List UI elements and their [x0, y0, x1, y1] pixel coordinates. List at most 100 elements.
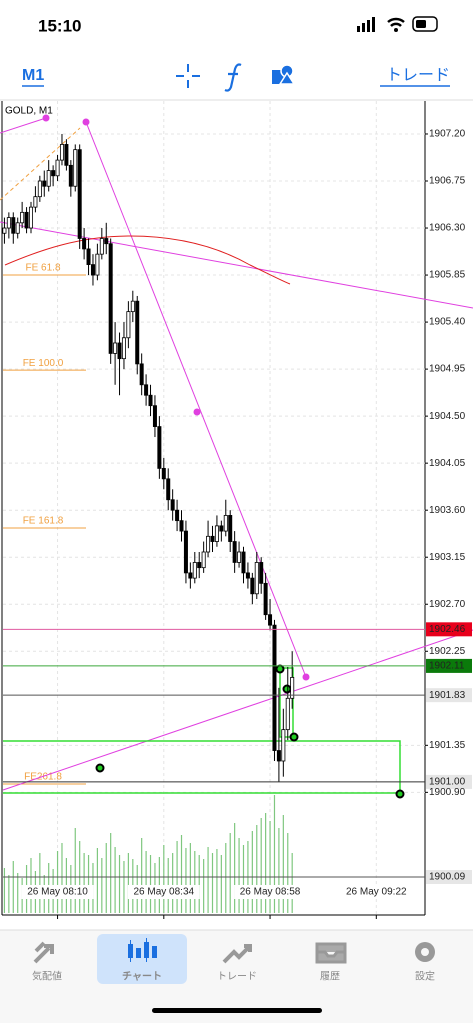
fibo-label: FE 61.8: [25, 263, 60, 274]
y-tick-label: 1902.70: [429, 599, 466, 610]
x-tick-label-bg: [234, 885, 307, 899]
y-tick-label: 1906.30: [429, 223, 466, 234]
fibo-label: FE261.8: [24, 772, 62, 783]
candle-body: [46, 170, 51, 187]
y-tick-label: 1904.95: [429, 364, 466, 375]
y-tick-label: 1905.40: [429, 317, 466, 328]
candle-body: [237, 551, 242, 563]
home-indicator: [152, 1008, 322, 1013]
candle-body: [179, 520, 184, 532]
tab-label[interactable]: チャート: [122, 971, 162, 983]
candle-body: [77, 149, 82, 239]
x-tick-label-bg: [340, 885, 413, 899]
fibo-label: FE 161.8: [23, 516, 64, 527]
candle-body: [250, 577, 255, 595]
tab-bar: [0, 930, 473, 1023]
candle-body: [121, 337, 126, 360]
candle-body: [183, 530, 188, 574]
candle-body: [201, 551, 206, 569]
candle-body: [197, 562, 202, 569]
price-level-label-bg: [426, 622, 472, 637]
candle-body: [276, 750, 281, 762]
price-levels: 1902.46 1902.11 1901.83 1901.00 1900.09: [3, 622, 472, 884]
candle-body: [86, 248, 91, 266]
candle-body: [166, 478, 171, 501]
candle-body: [28, 206, 33, 229]
candle-body: [11, 217, 16, 234]
candle-body: [152, 405, 157, 427]
price-level-label: 1902.11: [429, 661, 465, 672]
candle-body: [113, 342, 118, 354]
status-time: 15:10: [38, 16, 81, 35]
objects-button[interactable]: [272, 64, 296, 85]
toolbar: M1 トレード: [0, 63, 473, 101]
candle-body: [192, 562, 197, 579]
y-tick-label: 1906.75: [429, 176, 466, 187]
price-level-label-bg: [426, 774, 472, 789]
candle-body: [214, 525, 219, 542]
candle-body: [210, 535, 215, 542]
tab-label[interactable]: 履歴: [320, 971, 340, 983]
candle-body: [82, 238, 87, 250]
candle-body: [51, 170, 56, 177]
candle-body: [206, 535, 211, 553]
tab-label[interactable]: 設定: [415, 971, 435, 983]
tab-label[interactable]: トレード: [217, 972, 257, 983]
candle-body: [130, 300, 135, 313]
tabs: 気配値 チャート トレード 履歴 設定: [32, 970, 435, 983]
candle-body: [24, 211, 29, 229]
candle-body: [170, 499, 175, 511]
crosshair-button[interactable]: [176, 64, 200, 88]
y-tick-label: 1903.60: [429, 505, 466, 516]
candle-body: [272, 624, 277, 751]
axes: 1907.20 1906.75 1906.30 1905.85 1905.40 1904.…: [21, 129, 466, 919]
candle-body: [73, 149, 78, 187]
candles: [2, 133, 295, 782]
candle-body: [15, 222, 20, 234]
price-level-label: 1901.83: [429, 690, 466, 701]
candle-body: [228, 515, 233, 542]
candle-body: [188, 572, 193, 579]
tab-icons: [33, 938, 435, 964]
candle-body: [42, 180, 47, 187]
y-tick-label: 1901.35: [429, 740, 466, 751]
x-tick-label-bg: [127, 885, 200, 899]
price-level-label-bg: [426, 658, 472, 673]
candle-body: [59, 144, 64, 161]
candle-body: [139, 363, 144, 386]
trade-button[interactable]: トレード: [386, 67, 450, 84]
price-level-label: 1900.09: [429, 872, 466, 883]
candle-body: [290, 676, 295, 699]
candle-body: [104, 238, 109, 245]
candle-body: [2, 227, 7, 234]
x-tick-label: 26 May 09:22: [346, 887, 407, 898]
x-tick-label: 26 May 08:10: [27, 887, 88, 898]
candle-body: [6, 217, 11, 229]
price-level-label-bg: [426, 688, 472, 703]
candle-body: [126, 311, 131, 339]
candle-body: [281, 729, 286, 762]
status-icons: [357, 16, 438, 32]
candle-body: [108, 243, 113, 354]
candle-body: [161, 467, 166, 480]
candle-body: [232, 541, 237, 563]
candle-body: [268, 614, 273, 626]
x-tick-label-bg: [21, 885, 94, 899]
candle-body: [33, 196, 38, 208]
y-tick-label: 1907.20: [429, 129, 466, 140]
x-tick-label: 26 May 08:58: [240, 887, 301, 898]
price-level-label: 1901.00: [429, 777, 466, 788]
candle-body: [90, 264, 95, 276]
fibonacci: FE 61.8 FE 100.0 FE 161.8 FE261.8: [3, 263, 86, 785]
candle-body: [223, 515, 228, 532]
tab-selected-bg: [97, 934, 187, 984]
candle-body: [20, 211, 25, 224]
y-tick-label: 1900.90: [429, 787, 466, 798]
candle-body: [95, 253, 100, 276]
tab-label[interactable]: 気配値: [32, 970, 62, 983]
y-tick-label: 1904.50: [429, 411, 466, 422]
indicator-button[interactable]: [224, 63, 242, 92]
timeframe-button[interactable]: M1: [22, 67, 44, 84]
